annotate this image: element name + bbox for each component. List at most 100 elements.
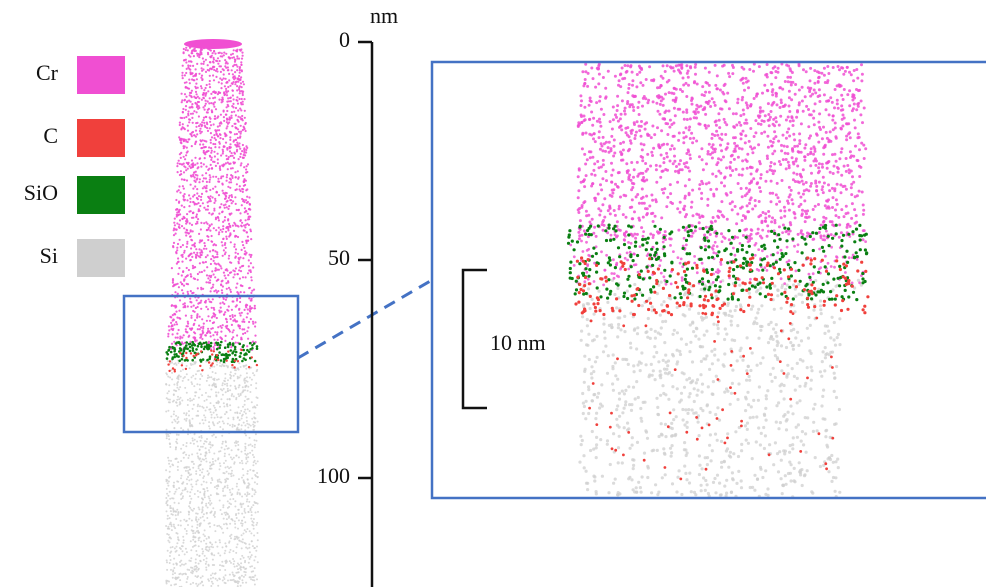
atom <box>690 490 693 493</box>
atom <box>660 281 663 284</box>
atom <box>680 493 683 496</box>
atom <box>239 212 241 214</box>
atom <box>191 224 193 226</box>
atom <box>232 155 234 157</box>
atom <box>213 346 215 348</box>
atom <box>190 290 192 292</box>
atom <box>219 169 221 171</box>
atom <box>185 315 187 317</box>
atom <box>246 165 248 167</box>
atom <box>173 526 175 528</box>
atom <box>218 310 220 312</box>
atom <box>803 147 806 150</box>
atom <box>817 121 820 124</box>
atom <box>731 369 734 372</box>
atom <box>223 146 225 148</box>
atom <box>182 126 184 128</box>
atom <box>224 552 226 554</box>
atom <box>726 142 729 145</box>
atom <box>198 107 200 109</box>
atom <box>607 491 610 494</box>
atom <box>640 142 643 145</box>
atom <box>244 309 246 311</box>
atom <box>202 57 204 59</box>
atom <box>204 346 207 349</box>
atom <box>238 343 241 346</box>
atom <box>798 385 801 388</box>
atom <box>222 420 224 422</box>
atom <box>191 217 193 219</box>
atom <box>168 435 170 437</box>
atom <box>245 396 247 398</box>
atom <box>809 151 812 154</box>
atom <box>241 513 243 515</box>
atom <box>638 71 641 74</box>
atom <box>170 559 172 561</box>
atom <box>196 452 198 454</box>
atom <box>222 428 224 430</box>
atom <box>244 508 246 510</box>
atom <box>685 478 688 481</box>
atom <box>717 327 720 330</box>
atom <box>188 569 190 571</box>
atom <box>254 444 256 446</box>
atom <box>254 584 256 586</box>
atom <box>183 163 185 165</box>
atom <box>220 284 222 286</box>
atom <box>582 454 585 457</box>
atom <box>823 67 826 70</box>
atom <box>216 379 218 381</box>
atom <box>684 408 687 411</box>
atom <box>234 235 236 237</box>
atom <box>861 73 864 76</box>
atom <box>236 85 238 87</box>
atom <box>224 275 226 277</box>
atom <box>182 77 184 79</box>
atom <box>199 474 201 476</box>
atom <box>182 111 184 113</box>
atom <box>166 435 168 437</box>
atom <box>235 267 237 269</box>
atom <box>819 299 822 302</box>
atom <box>231 364 233 366</box>
atom <box>192 467 194 469</box>
atom <box>230 262 232 264</box>
atom <box>194 319 196 321</box>
atom <box>245 172 247 174</box>
atom <box>215 572 217 574</box>
atom <box>182 108 184 110</box>
atom <box>242 468 244 470</box>
atom <box>683 386 686 389</box>
atom <box>723 352 726 355</box>
atom <box>237 77 239 79</box>
atom <box>226 318 228 320</box>
atom <box>241 265 243 267</box>
atom <box>608 324 611 327</box>
atom <box>174 572 176 574</box>
atom <box>248 485 250 487</box>
atom <box>181 364 183 366</box>
atom <box>858 175 861 178</box>
atom <box>183 412 185 414</box>
atom <box>226 321 228 323</box>
atom <box>704 113 707 116</box>
atom <box>195 91 197 93</box>
atom <box>173 393 175 395</box>
atom <box>253 307 255 309</box>
atom <box>735 482 738 485</box>
atom <box>240 569 242 571</box>
atom <box>200 336 202 338</box>
atom <box>664 473 667 476</box>
atom <box>185 352 187 354</box>
atom <box>683 162 686 165</box>
atom <box>183 306 185 308</box>
atom <box>623 426 626 429</box>
atom <box>227 186 229 188</box>
atom <box>245 547 247 549</box>
atom <box>829 171 832 174</box>
atom <box>220 71 222 73</box>
atom <box>245 219 247 221</box>
atom <box>221 561 223 563</box>
atom <box>174 493 176 495</box>
atom <box>237 393 239 395</box>
